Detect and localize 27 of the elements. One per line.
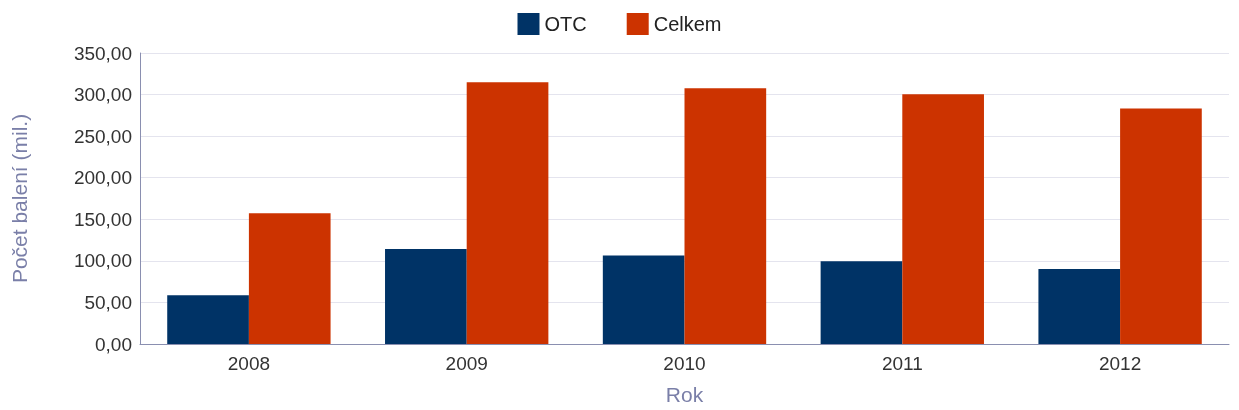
y-tick-label: 250,00: [73, 125, 132, 147]
bar: [602, 255, 685, 344]
x-tick-label: 2012: [1098, 353, 1142, 374]
x-axis-title: Rok: [665, 383, 704, 406]
bar: [902, 94, 984, 344]
x-tick-label: 2009: [445, 353, 488, 374]
x-tick-label: 2008: [227, 353, 271, 374]
bar: [167, 295, 249, 344]
y-tick-label: 350,00: [73, 42, 132, 64]
bar: [820, 261, 903, 344]
y-axis-title: Počet balení (mil.): [8, 113, 31, 284]
bar: [1038, 268, 1121, 344]
bar: [466, 82, 549, 344]
y-tick-label: 300,00: [73, 84, 132, 106]
y-tick-label: 100,00: [73, 250, 132, 272]
bar: [385, 248, 467, 344]
bar: [684, 88, 767, 344]
bar: [248, 213, 331, 344]
y-tick-label: 200,00: [73, 167, 132, 189]
x-tick-label: 2010: [663, 353, 706, 374]
x-tick-label: 2011: [881, 353, 923, 374]
y-tick-label: 0,00: [95, 333, 132, 355]
legend-label: OTC: [544, 13, 587, 35]
legend-label: Celkem: [653, 13, 722, 35]
bar: [1120, 108, 1202, 344]
y-tick-label: 150,00: [73, 208, 132, 230]
y-tick-label: 50,00: [84, 291, 132, 313]
